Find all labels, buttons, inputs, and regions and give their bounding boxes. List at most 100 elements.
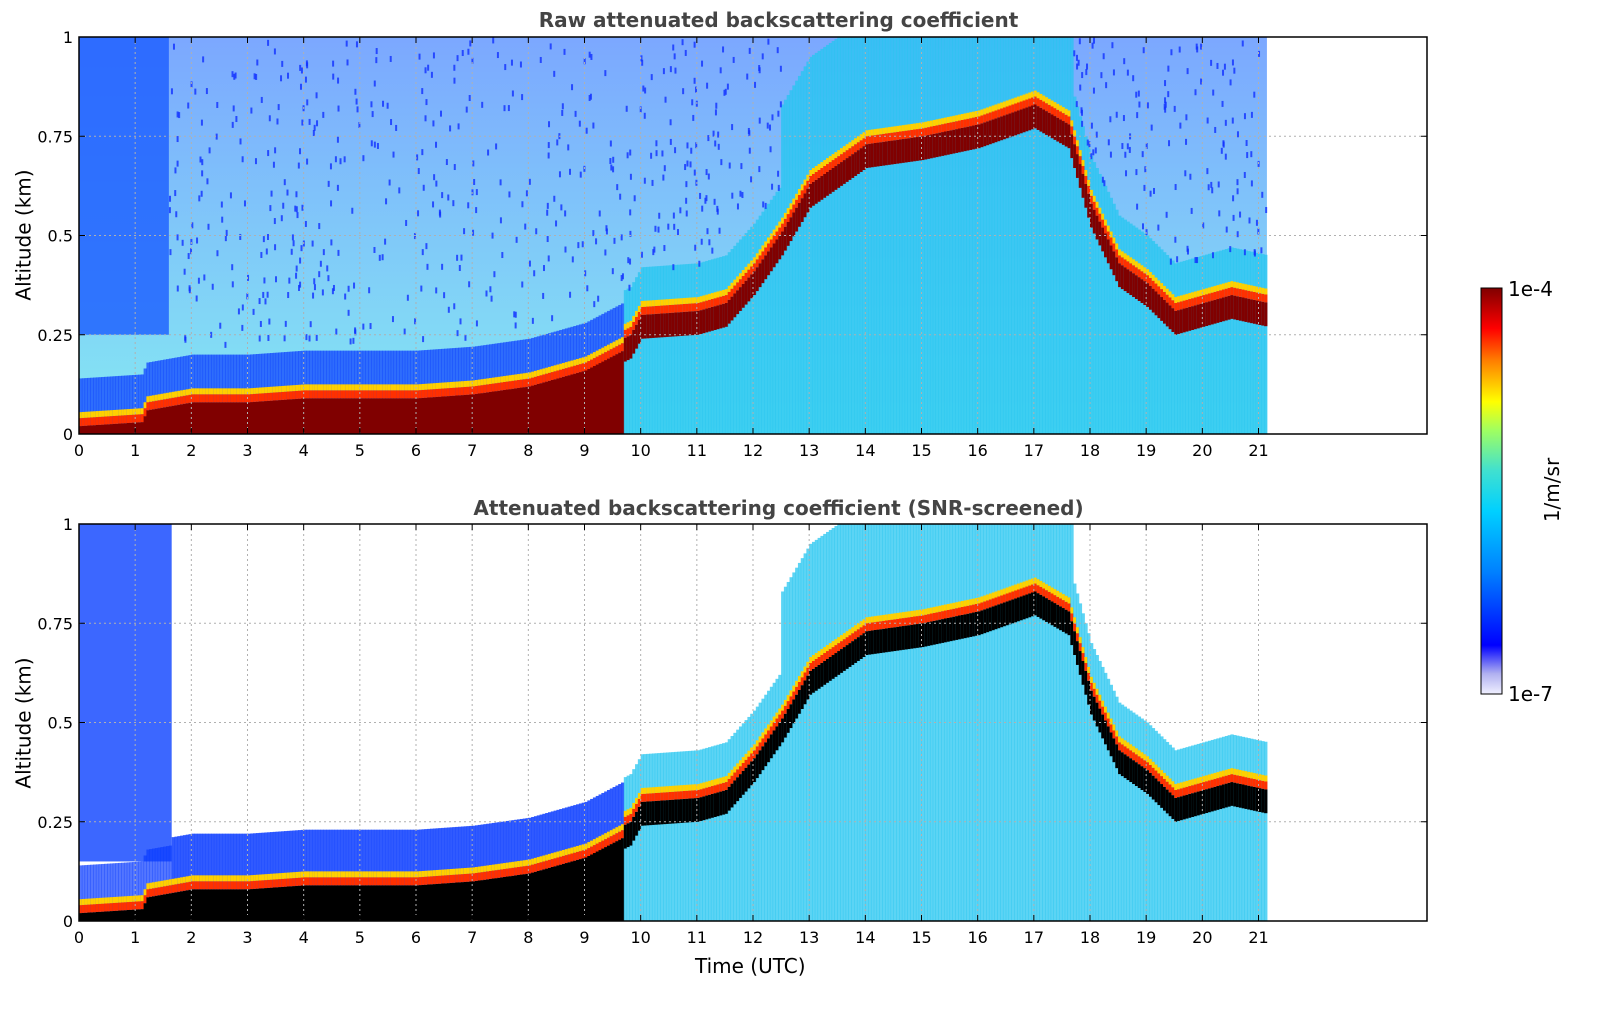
noise-column — [553, 331, 557, 380]
noise-speck — [754, 81, 757, 88]
x-tick-label: 1 — [130, 928, 140, 947]
gradient-band-red — [1000, 108, 1004, 117]
aerosol-column — [797, 562, 802, 921]
saturated-layer — [1028, 106, 1032, 131]
gradient-band-red — [632, 321, 636, 330]
gradient-band-yellow — [528, 372, 532, 379]
gradient-band-red — [227, 394, 232, 403]
gradient-band-yellow — [716, 291, 720, 298]
gradient-band-red — [921, 615, 925, 624]
noise-speck — [426, 263, 429, 270]
saturated-layer — [1005, 114, 1010, 139]
aerosol-column — [1134, 227, 1139, 434]
gradient-band-red — [632, 808, 636, 817]
screened-column — [404, 829, 409, 886]
gradient-band-red — [1095, 694, 1099, 703]
screened-column — [188, 834, 192, 890]
gradient-band-yellow — [1070, 607, 1074, 614]
gradient-band-red — [834, 645, 838, 654]
screened-column — [306, 829, 310, 886]
gradient-band-yellow — [109, 410, 114, 417]
gradient-band-yellow — [1163, 285, 1167, 292]
saturated-layer — [1036, 106, 1040, 130]
gradient-band-red — [547, 859, 552, 868]
gradient-band-red — [646, 793, 650, 802]
noise-speck — [639, 106, 642, 113]
aerosol-column — [929, 524, 934, 921]
gradient-band-red — [587, 361, 591, 369]
saturated-layer — [615, 841, 619, 921]
saturated-layer — [859, 635, 864, 659]
gradient-band-red — [210, 881, 215, 890]
noise-speck — [740, 163, 743, 170]
gradient-band-yellow — [1112, 237, 1116, 244]
gradient-band-yellow — [615, 827, 619, 834]
gradient-band-red — [1191, 785, 1195, 794]
gradient-band-yellow — [269, 873, 274, 880]
gradient-band-red — [503, 381, 507, 390]
gradient-band-yellow — [444, 869, 448, 876]
gradient-band-red — [761, 251, 765, 260]
noise-speck — [1194, 89, 1197, 96]
noise-speck — [224, 341, 227, 348]
gradient-band-red — [1154, 770, 1158, 779]
noise-speck — [386, 102, 389, 109]
saturated-layer — [253, 401, 257, 434]
gradient-band-red — [253, 393, 257, 402]
noise-speck — [736, 203, 739, 210]
noise-speck — [524, 223, 527, 230]
gradient-band-red — [854, 631, 858, 640]
gradient-band-red — [1129, 263, 1133, 272]
noise-column — [351, 350, 355, 399]
gradient-band-red — [385, 877, 389, 886]
noise-column — [404, 350, 409, 399]
gradient-band-yellow — [761, 245, 765, 252]
saturated-layer — [115, 910, 119, 921]
gradient-band-yellow — [123, 896, 128, 903]
noise-speck — [720, 159, 723, 166]
noise-speck — [469, 40, 472, 47]
screened-column — [432, 828, 437, 885]
gradient-band-yellow — [1132, 259, 1136, 266]
saturated-layer — [938, 619, 942, 644]
aerosol-column — [1090, 643, 1094, 921]
saturated-layer — [379, 398, 383, 434]
noise-speck — [663, 245, 666, 252]
saturated-layer — [317, 885, 322, 921]
gradient-band-red — [458, 874, 462, 883]
saturated-layer — [1101, 714, 1105, 739]
noise-speck — [700, 238, 703, 245]
gradient-band-red — [1182, 300, 1186, 309]
noise-speck — [392, 151, 395, 158]
saturated-layer — [404, 885, 409, 921]
noise-speck — [349, 338, 352, 345]
gradient-band-red — [1073, 623, 1077, 632]
saturated-layer — [663, 800, 667, 825]
gradient-band-yellow — [873, 616, 878, 623]
noise-speck — [1150, 124, 1153, 131]
saturated-layer — [185, 890, 190, 921]
gradient-band-red — [424, 876, 428, 885]
noise-speck — [368, 287, 371, 294]
gradient-band-yellow — [289, 385, 293, 392]
saturated-layer — [511, 388, 515, 434]
noise-speck — [695, 142, 698, 149]
gradient-band-yellow — [623, 810, 628, 817]
saturated-layer — [612, 355, 616, 434]
gradient-band-yellow — [691, 784, 695, 791]
aerosol-column — [775, 191, 779, 434]
noise-speck — [343, 156, 346, 163]
saturated-layer — [696, 797, 701, 822]
noise-speck — [247, 274, 250, 281]
gradient-band-yellow — [334, 384, 338, 391]
saturated-layer — [354, 885, 358, 921]
gradient-band-red — [239, 881, 243, 890]
gradient-band-yellow — [101, 897, 105, 904]
gradient-band-red — [466, 873, 470, 882]
noise-speck — [282, 202, 285, 209]
gradient-band-red — [837, 156, 841, 165]
gradient-band-red — [727, 291, 732, 300]
gradient-band-yellow — [247, 388, 251, 395]
gradient-band-red — [848, 635, 852, 644]
saturated-layer — [269, 887, 274, 921]
